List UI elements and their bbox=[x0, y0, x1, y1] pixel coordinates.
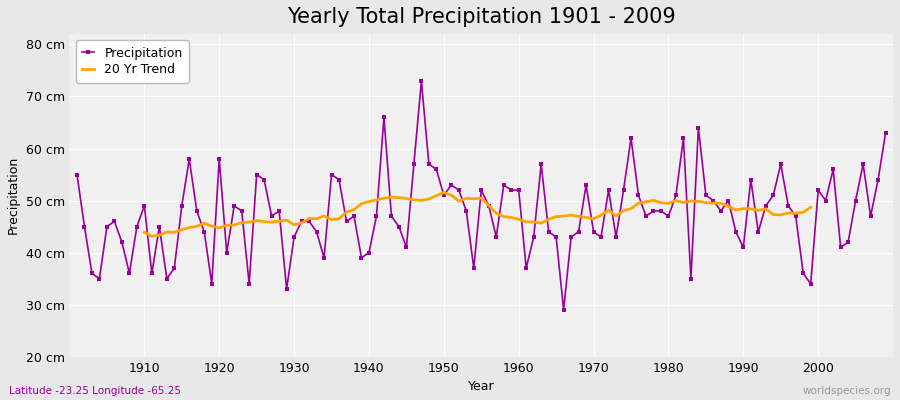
Legend: Precipitation, 20 Yr Trend: Precipitation, 20 Yr Trend bbox=[76, 40, 189, 82]
20 Yr Trend bbox=[806, 205, 816, 210]
20 Yr Trend bbox=[147, 234, 158, 238]
20 Yr Trend bbox=[618, 208, 629, 213]
20 Yr Trend bbox=[438, 190, 449, 195]
20 Yr Trend bbox=[237, 220, 248, 225]
20 Yr Trend bbox=[348, 207, 359, 212]
20 Yr Trend bbox=[790, 211, 801, 216]
Title: Yearly Total Precipitation 1901 - 2009: Yearly Total Precipitation 1901 - 2009 bbox=[287, 7, 676, 27]
Text: worldspecies.org: worldspecies.org bbox=[803, 386, 891, 396]
20 Yr Trend bbox=[723, 204, 734, 209]
Precipitation bbox=[341, 219, 352, 224]
X-axis label: Year: Year bbox=[468, 380, 495, 393]
Precipitation bbox=[131, 224, 142, 229]
Precipitation bbox=[880, 130, 891, 135]
Precipitation bbox=[618, 188, 629, 192]
Text: Latitude -23.25 Longitude -65.25: Latitude -23.25 Longitude -65.25 bbox=[9, 386, 181, 396]
Line: Precipitation: Precipitation bbox=[76, 79, 887, 312]
20 Yr Trend bbox=[139, 230, 149, 235]
Precipitation bbox=[513, 188, 524, 192]
Precipitation bbox=[296, 219, 307, 224]
Line: 20 Yr Trend: 20 Yr Trend bbox=[144, 192, 811, 236]
Precipitation bbox=[416, 78, 427, 83]
Y-axis label: Precipitation: Precipitation bbox=[7, 156, 20, 234]
Precipitation bbox=[521, 266, 532, 270]
Precipitation bbox=[558, 308, 569, 312]
Precipitation bbox=[72, 172, 83, 177]
20 Yr Trend bbox=[708, 201, 719, 206]
